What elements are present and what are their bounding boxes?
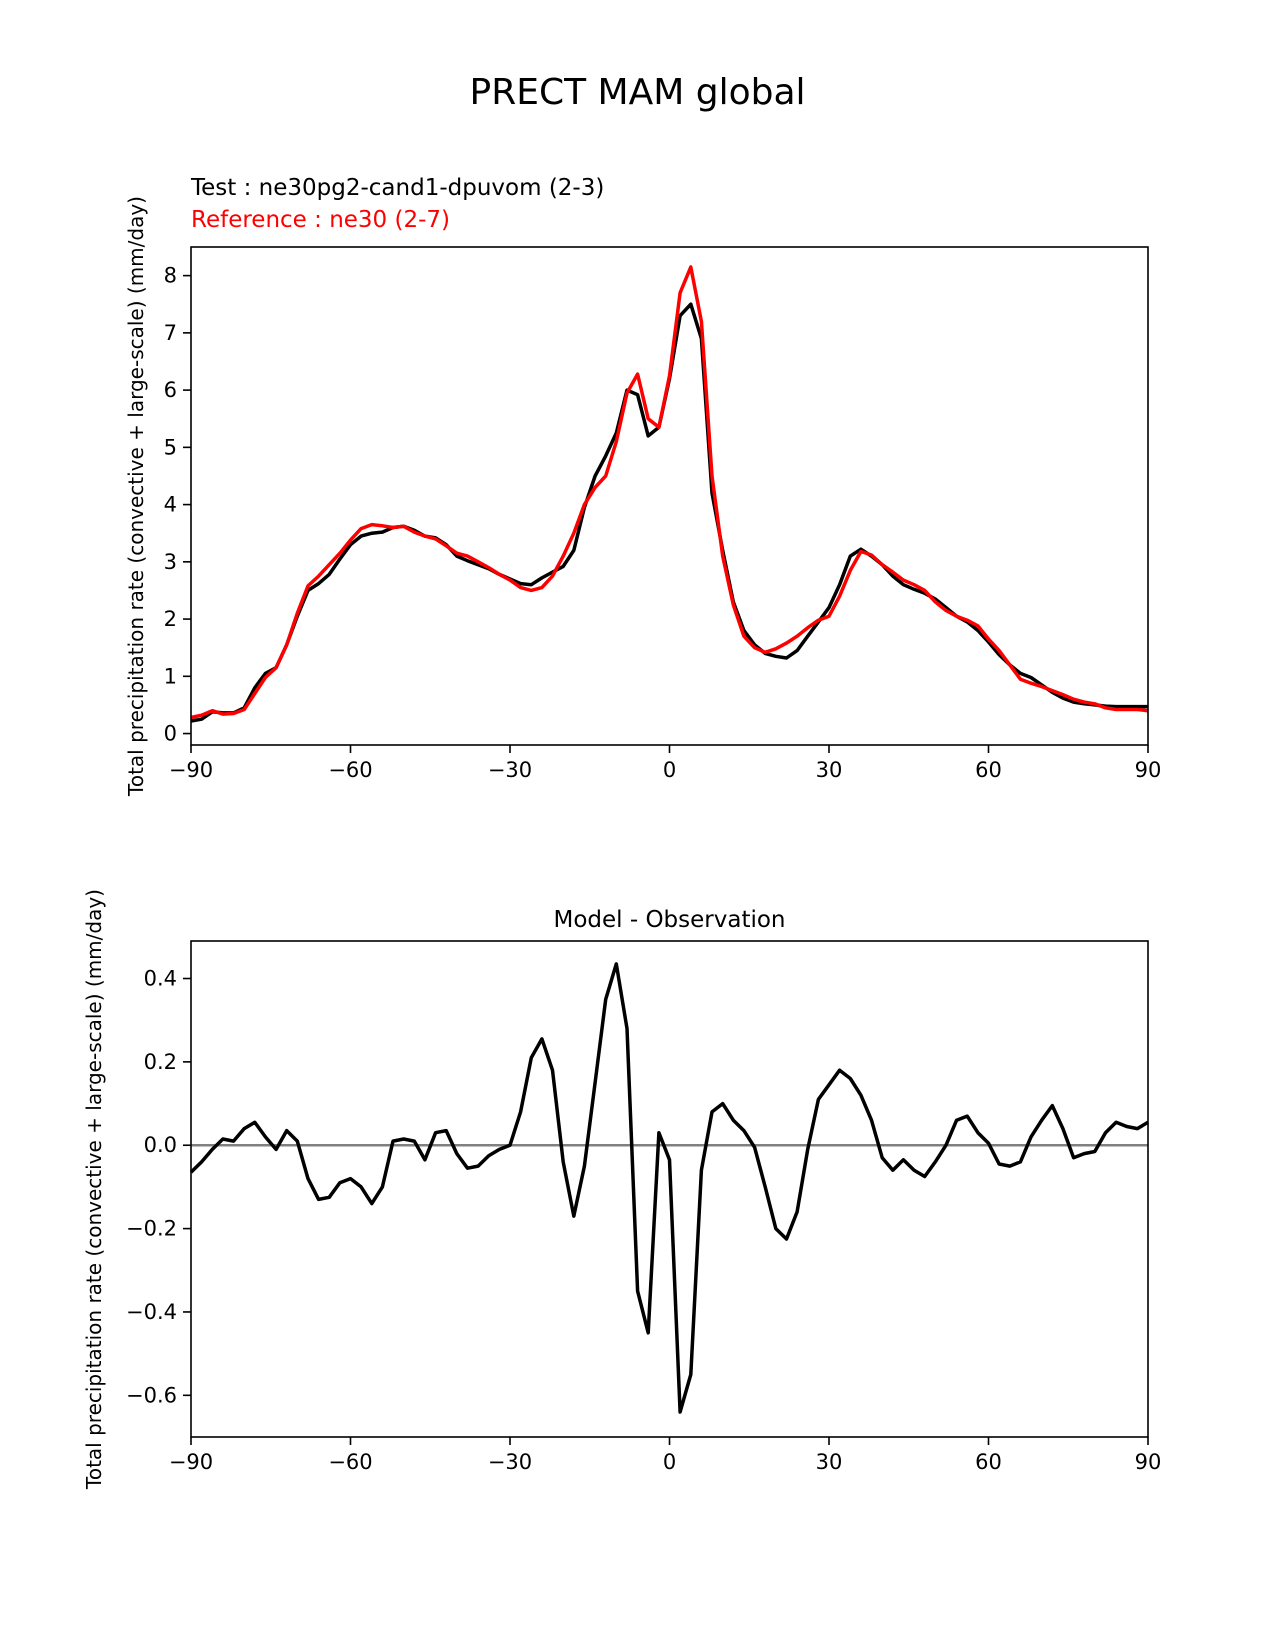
test-legend-label: Test : ne30pg2-cand1-dpuvom (2-3): [191, 175, 605, 201]
panel1-y-tick-label: 1: [164, 664, 177, 688]
panel1-y-tick-label: 0: [164, 722, 177, 746]
panel1-y-tick-label: 7: [164, 321, 177, 345]
panel1-y-tick-label: 2: [164, 607, 177, 631]
panel1-axes-frame: [190, 246, 1149, 746]
panel1-series-reference-line: [190, 265, 1149, 720]
panel2-series-test-line: [189, 962, 1149, 1414]
panel2-y-tick-label: 0.4: [144, 967, 177, 991]
panel1-y-tick-label: 8: [164, 264, 177, 288]
panel2-x-tick-label: 30: [816, 1450, 843, 1474]
panel2-x-tick-label: −30: [488, 1450, 532, 1474]
panel1-x-tick-label: 0: [663, 758, 676, 782]
panel2-x-tick-label: 0: [663, 1450, 676, 1474]
panel2-title: Model - Observation: [553, 907, 785, 933]
panel2-x-tick-label: −90: [169, 1450, 213, 1474]
panel2-y-tick-label: −0.4: [126, 1300, 177, 1324]
panel1-y-tick-label: 6: [164, 378, 177, 402]
panel1-y-axis-label: Total precipitation rate (convective + l…: [124, 196, 148, 797]
panel2-y-axis-label: Total precipitation rate (convective + l…: [82, 889, 106, 1490]
panel1-x-tick-label: −60: [328, 758, 372, 782]
panel2-x-tick-label: 60: [975, 1450, 1002, 1474]
panel1-x-tick-label: −90: [169, 758, 213, 782]
panel2-y-tick-label: −0.6: [126, 1383, 177, 1407]
panel1-y-tick-label: 4: [164, 493, 177, 517]
panel2-x-tick-label: 90: [1135, 1450, 1162, 1474]
panel1-x-tick-label: 30: [816, 758, 843, 782]
panel2-y-tick-label: 0.2: [144, 1050, 177, 1074]
figure-title: PRECT MAM global: [469, 72, 806, 113]
panel2-y-tick-label: −0.2: [126, 1217, 177, 1241]
panel2-y-tick-label: 0.0: [144, 1133, 177, 1157]
panel1-x-tick-label: 60: [975, 758, 1002, 782]
panel1-x-tick-label: −30: [488, 758, 532, 782]
panel2-x-tick-label: −60: [328, 1450, 372, 1474]
panel1-y-tick-label: 5: [164, 435, 177, 459]
panel1-y-tick-label: 3: [164, 550, 177, 574]
reference-legend-label: Reference : ne30 (2-7): [191, 207, 451, 233]
panel1-x-tick-label: 90: [1135, 758, 1162, 782]
